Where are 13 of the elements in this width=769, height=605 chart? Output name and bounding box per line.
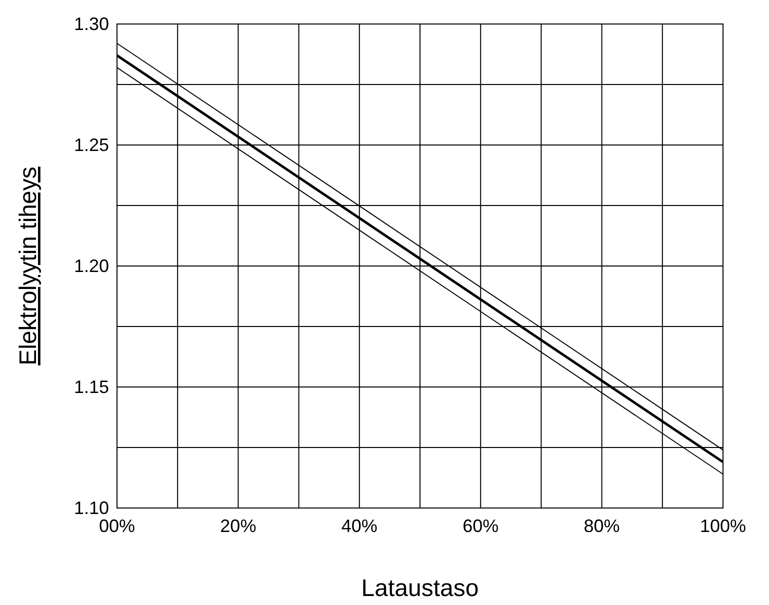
y-tick-label: 1.10 [74,498,109,518]
x-tick-label: 00% [98,516,136,536]
y-tick-label: 1.20 [74,256,109,276]
x-tick-label: 20% [220,516,256,536]
x-tick-label: 40% [341,516,378,536]
x-tick-label: 60% [462,516,499,536]
y-axis-title: Elektrolyytin tiheys [15,166,42,366]
y-tick-label: 1.30 [74,14,109,34]
y-tick-label: 1.25 [74,135,109,155]
x-tick-label: 80% [584,516,620,536]
y-tick-label: 1.15 [74,377,109,397]
x-axis-title: Lataustaso [361,575,479,602]
x-tick-label: 100% [700,516,746,536]
